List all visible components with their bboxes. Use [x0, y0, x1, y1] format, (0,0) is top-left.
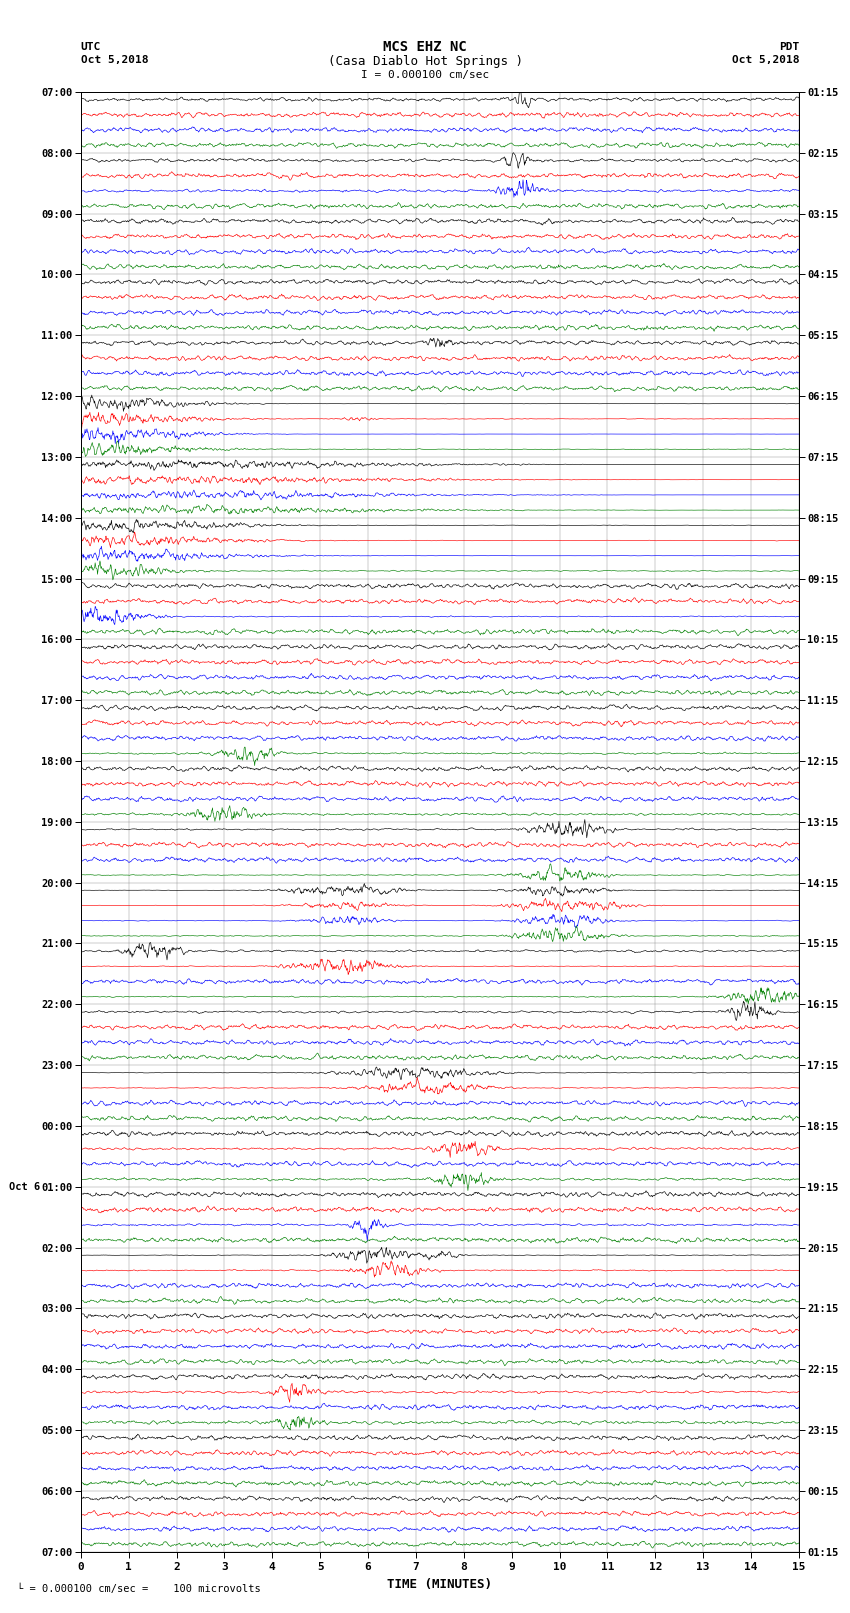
- X-axis label: TIME (MINUTES): TIME (MINUTES): [388, 1578, 492, 1590]
- Text: (Casa Diablo Hot Springs ): (Casa Diablo Hot Springs ): [327, 55, 523, 68]
- Text: Oct 5,2018: Oct 5,2018: [81, 55, 148, 65]
- Text: UTC: UTC: [81, 42, 101, 52]
- Text: └ = 0.000100 cm/sec =    100 microvolts: └ = 0.000100 cm/sec = 100 microvolts: [17, 1584, 261, 1594]
- Text: Oct 5,2018: Oct 5,2018: [732, 55, 799, 65]
- Text: Oct 6: Oct 6: [8, 1182, 40, 1192]
- Text: MCS EHZ NC: MCS EHZ NC: [383, 40, 467, 53]
- Text: PDT: PDT: [779, 42, 799, 52]
- Text: I = 0.000100 cm/sec: I = 0.000100 cm/sec: [361, 69, 489, 79]
